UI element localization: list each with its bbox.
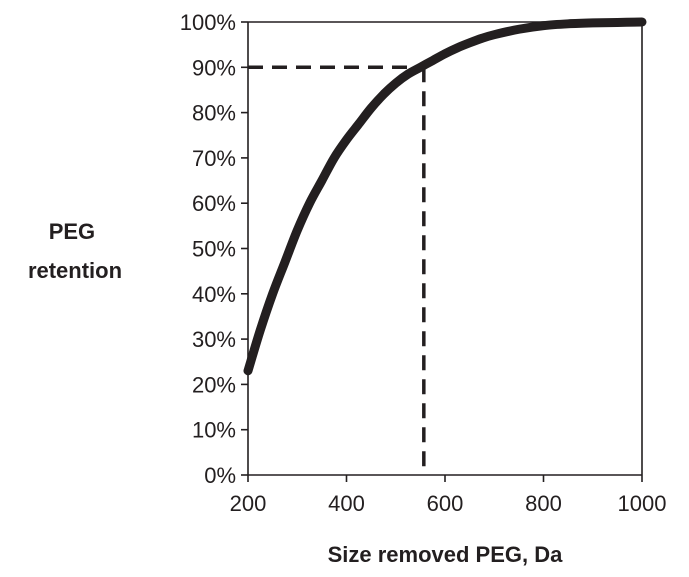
y-tick-label: 30% xyxy=(192,327,236,352)
plot-area xyxy=(247,21,643,476)
y-axis-title: PEG retention xyxy=(28,219,122,283)
x-tick-label: 200 xyxy=(230,491,267,516)
y-tick-label: 80% xyxy=(192,101,236,126)
x-tick-label: 1000 xyxy=(618,491,667,516)
y-tick-label: 70% xyxy=(192,146,236,171)
y-axis-title-line-2: retention xyxy=(28,258,122,283)
series-line-peg-retention xyxy=(243,17,647,376)
x-tick-label: 600 xyxy=(427,491,464,516)
y-tick-label: 100% xyxy=(180,10,236,35)
y-tick-label: 50% xyxy=(192,237,236,262)
x-ticks: 200 400 600 800 1000 xyxy=(230,475,667,516)
y-tick-label: 60% xyxy=(192,191,236,216)
y-ticks: 0% 10% 20% 30% 40% 50% 60% 70% 80% 90% 100% xyxy=(180,10,248,488)
x-axis-title: Size removed PEG, Da xyxy=(328,542,564,567)
x-tick-label: 800 xyxy=(525,491,562,516)
y-tick-label: 40% xyxy=(192,282,236,307)
x-tick-label: 400 xyxy=(328,491,365,516)
y-tick-label: 20% xyxy=(192,372,236,397)
reference-lines xyxy=(248,65,426,475)
y-tick-label: 0% xyxy=(204,463,236,488)
y-tick-label: 90% xyxy=(192,55,236,80)
y-axis-title-line-1: PEG xyxy=(49,219,95,244)
y-tick-label: 10% xyxy=(192,418,236,443)
